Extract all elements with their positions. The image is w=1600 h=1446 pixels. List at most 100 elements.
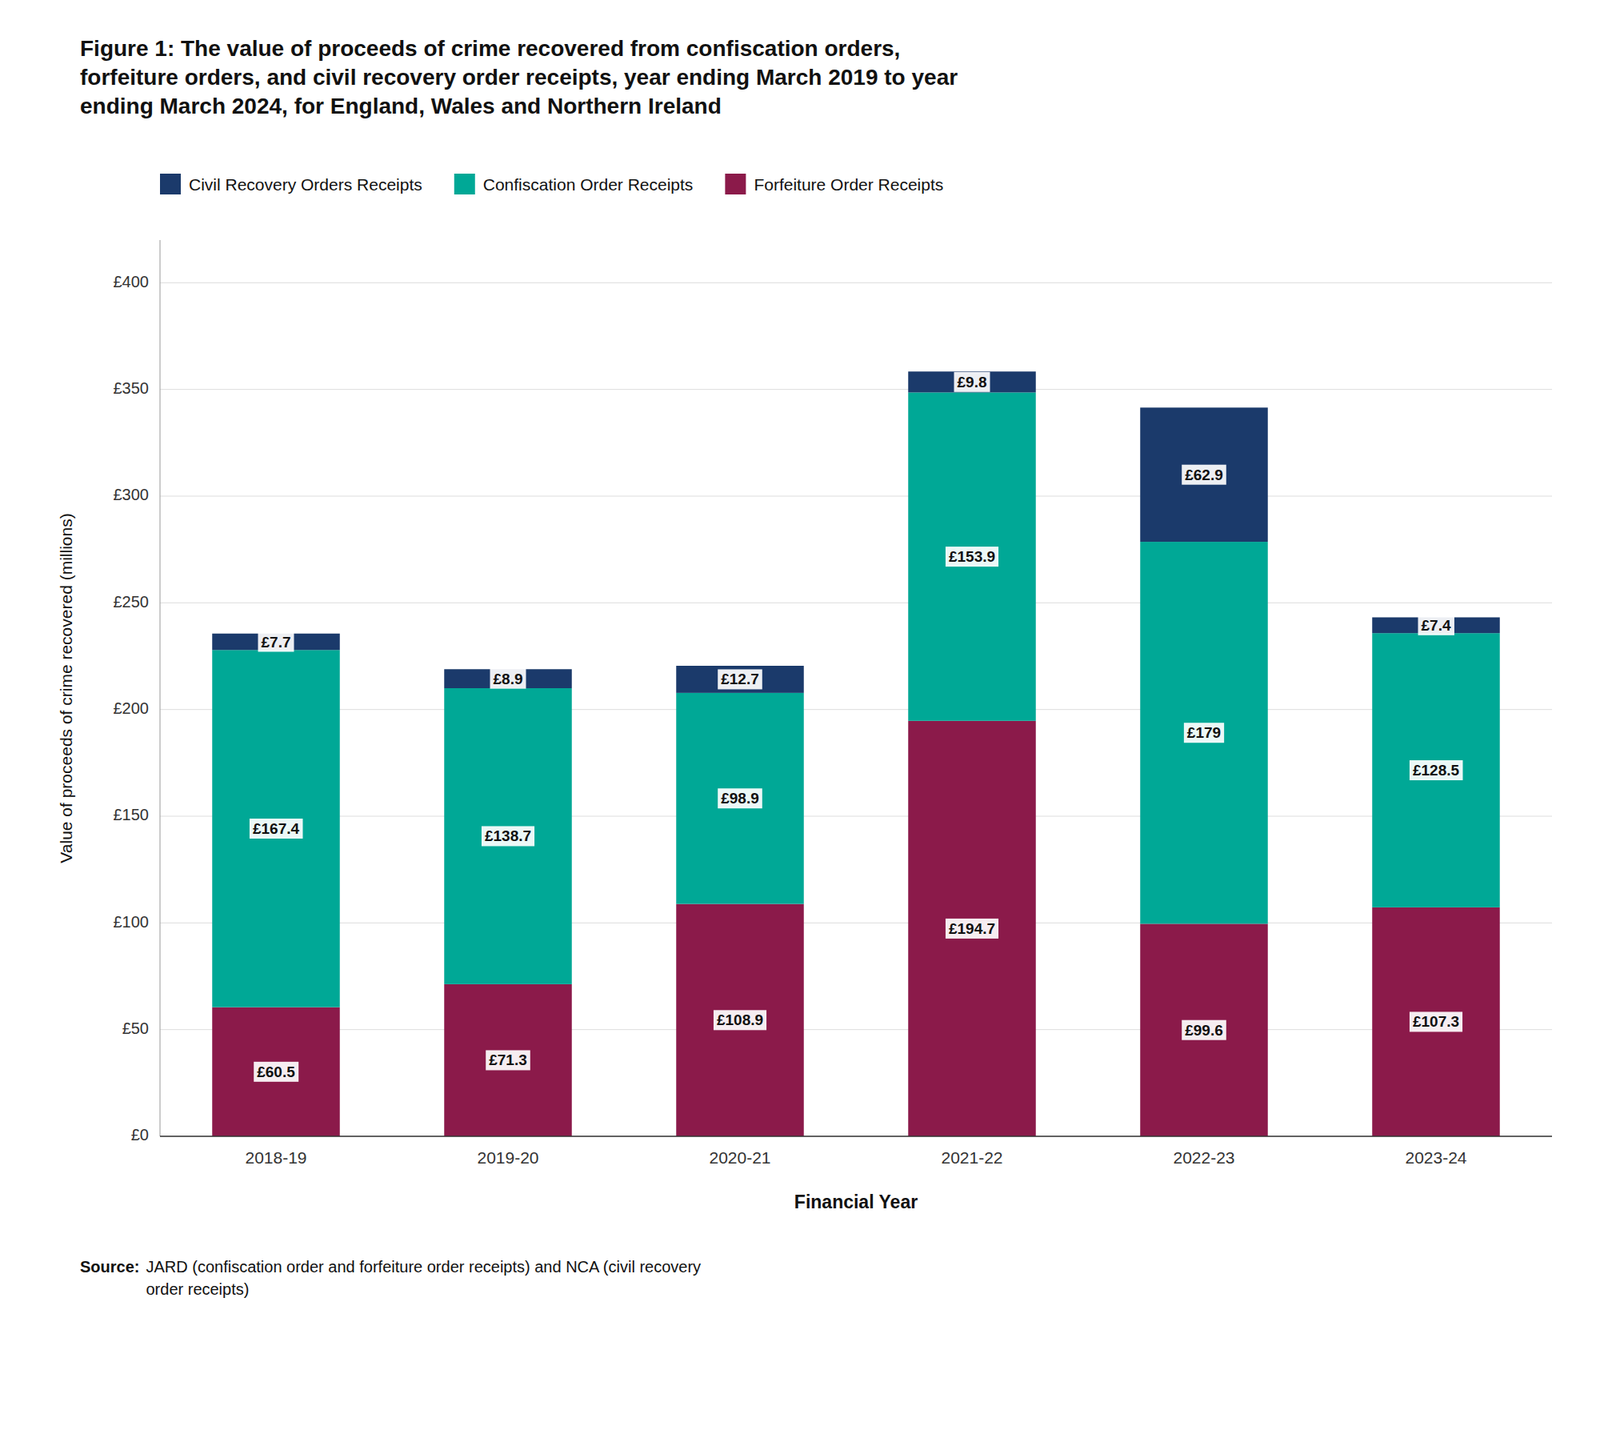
legend-swatch (454, 173, 476, 195)
text-line: ending March 2024, for England, Wales an… (80, 93, 722, 119)
bar-segment (1140, 407, 1268, 542)
legend-swatch (724, 173, 746, 195)
grid-line (160, 282, 1552, 284)
data-label: £98.9 (717, 788, 763, 808)
annotation: Source: (80, 1257, 140, 1276)
data-label: £153.9 (945, 546, 999, 567)
data-label: £62.9 (1181, 464, 1227, 485)
data-label: £71.3 (485, 1049, 531, 1070)
data-label: £12.7 (717, 668, 763, 689)
grid-line (160, 1136, 1552, 1137)
data-label-text: £138.7 (484, 827, 532, 844)
data-label-text: £194.7 (948, 920, 996, 937)
chart: Figure 1: The value of proceeds of crime… (0, 0, 1600, 1446)
legend-item: Confiscation Order Receipts (454, 173, 694, 195)
y-tick-label: £100 (113, 912, 150, 931)
data-label-bg (481, 825, 535, 846)
y-tick-label: £150 (113, 805, 150, 824)
bar-segment (908, 720, 1036, 1136)
bar-segment (212, 1007, 340, 1136)
grid-line (160, 602, 1552, 604)
y-tick-label: £400 (113, 272, 150, 291)
legend-swatch (160, 173, 181, 195)
legend-label: Confiscation Order Receipts (483, 175, 694, 194)
legend: Civil Recovery Orders Receipts Confiscati… (160, 173, 944, 195)
y-axis-line (160, 240, 161, 1136)
bar-segment (444, 668, 572, 688)
grid-line (160, 816, 1552, 817)
data-label-bg (1181, 1020, 1227, 1040)
x-tick-label: 2022-23 (1172, 1148, 1235, 1167)
bar-segment (444, 984, 572, 1136)
text-line: Source: (80, 1257, 140, 1276)
grid-line (160, 496, 1552, 497)
data-label: £194.7 (945, 918, 999, 939)
grid-line (160, 922, 1552, 924)
grid-line (160, 388, 1552, 390)
x-tick-label: 2023-24 (1404, 1148, 1467, 1167)
bars (212, 371, 1500, 1136)
x-axis-label: Financial Year (794, 1191, 918, 1212)
data-label-bg (249, 818, 304, 839)
bar-segment (444, 688, 572, 984)
bar-segment (212, 633, 340, 651)
x-tick-label: 2021-22 (940, 1148, 1003, 1167)
legend-label: Forfeiture Order Receipts (753, 175, 944, 194)
data-label-bg (717, 788, 763, 808)
data-label-bg (945, 918, 999, 939)
data-label-text: £98.9 (720, 789, 760, 807)
data-label: £167.4 (249, 818, 304, 839)
bar-segment (1140, 923, 1268, 1136)
title: Figure 1: The value of proceeds of crime… (80, 36, 958, 119)
bar-segment (1140, 541, 1268, 924)
bar-segment (212, 649, 340, 1007)
y-tick-label: £200 (113, 699, 150, 717)
bar-segment (1372, 616, 1500, 633)
bar-segment (676, 665, 804, 693)
data-labels: £60.5£71.3£108.9£194.7£99.6£107.3£167.4£… (249, 372, 1464, 1082)
data-label-text: £179 (1187, 724, 1221, 741)
legend-label: Civil Recovery Orders Receipts (188, 175, 423, 194)
data-label-text: £62.9 (1184, 466, 1224, 484)
y-tick-label: £300 (113, 485, 150, 504)
text-line: forfeiture orders, and civil recovery or… (80, 64, 958, 90)
data-label: £128.5 (1409, 760, 1464, 780)
data-label-text: £107.3 (1412, 1012, 1460, 1030)
grid (160, 282, 1552, 1136)
legend-item: Civil Recovery Orders Receipts (160, 173, 423, 195)
data-label-bg (485, 1049, 531, 1070)
data-label-bg (490, 668, 527, 689)
y-tick-label: £0 (131, 1125, 149, 1144)
background (0, 0, 1600, 1446)
data-label-text: £71.3 (488, 1051, 528, 1068)
bar-segment (1372, 632, 1500, 908)
data-label-text: £128.5 (1412, 761, 1460, 779)
data-label-bg (258, 632, 295, 652)
x-tick-label: 2019-20 (476, 1148, 539, 1167)
y-tick-label: £50 (122, 1019, 149, 1037)
bar-segment (908, 371, 1036, 392)
bar-segment (676, 692, 804, 904)
data-label-bg (1184, 722, 1224, 743)
data-label-text: £108.9 (716, 1011, 764, 1028)
bar-segment (1372, 907, 1500, 1136)
legend-item: Forfeiture Order Receipts (724, 173, 944, 195)
x-axis-line (160, 1135, 1552, 1137)
text-line: Figure 1: The value of proceeds of crime… (80, 36, 900, 61)
data-label-text: £8.9 (493, 670, 524, 688)
bar-segment (908, 392, 1036, 720)
text-line: JARD (confiscation order and forfeiture … (145, 1257, 701, 1276)
grid-line (160, 708, 1552, 710)
data-label-text: £167.4 (252, 820, 300, 837)
data-label-text: £7.7 (261, 633, 292, 651)
data-label: £9.8 (954, 372, 991, 392)
text-line: order receipts) (145, 1280, 249, 1298)
data-label: £7.4 (1418, 615, 1455, 636)
bar-segment (676, 904, 804, 1136)
data-label-bg (1409, 760, 1464, 780)
grid-line (160, 1028, 1552, 1030)
data-label-bg (1418, 615, 1455, 636)
data-label-bg (253, 1061, 299, 1082)
x-tick-label: 2020-21 (708, 1148, 771, 1167)
data-label-text: £99.6 (1184, 1021, 1224, 1039)
